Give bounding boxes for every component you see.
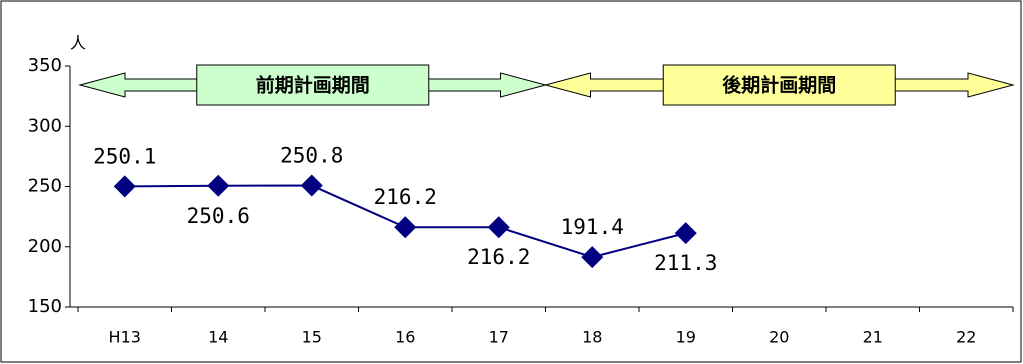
data-label: 216.2 [467, 245, 530, 269]
x-tick-label: 17 [489, 328, 509, 347]
marker [581, 246, 604, 269]
period-box [196, 64, 430, 106]
y-axis-unit: 人 [70, 34, 86, 53]
marker [113, 175, 136, 198]
x-tick-label: 14 [208, 328, 228, 347]
data-label: 216.2 [374, 185, 437, 209]
data-label: 250.8 [280, 144, 343, 168]
marker [300, 174, 323, 197]
period-label: 前期計画期間 [256, 74, 370, 97]
x-tick-label: 21 [863, 328, 883, 347]
y-tick-label: 350 [28, 55, 62, 76]
y-tick-label: 200 [28, 236, 62, 257]
period-label: 後期計画期間 [722, 74, 836, 97]
x-tick-label: 19 [676, 328, 696, 347]
data-label: 211.3 [654, 251, 717, 275]
x-tick-label: H13 [109, 328, 141, 347]
x-tick-label: 20 [769, 328, 789, 347]
x-tick-label: 16 [395, 328, 415, 347]
data-label: 250.1 [93, 144, 156, 168]
x-tick-label: 18 [582, 328, 602, 347]
y-tick-label: 250 [28, 176, 62, 197]
data-label: 250.6 [187, 204, 250, 228]
y-tick-label: 300 [28, 115, 62, 136]
period-box [662, 64, 896, 106]
marker [674, 222, 697, 245]
y-tick-label: 150 [28, 296, 62, 317]
marker [394, 216, 417, 239]
marker [487, 216, 510, 239]
x-tick-label: 15 [302, 328, 322, 347]
marker [207, 174, 230, 197]
x-tick-label: 22 [956, 328, 976, 347]
data-label: 191.4 [561, 215, 624, 239]
